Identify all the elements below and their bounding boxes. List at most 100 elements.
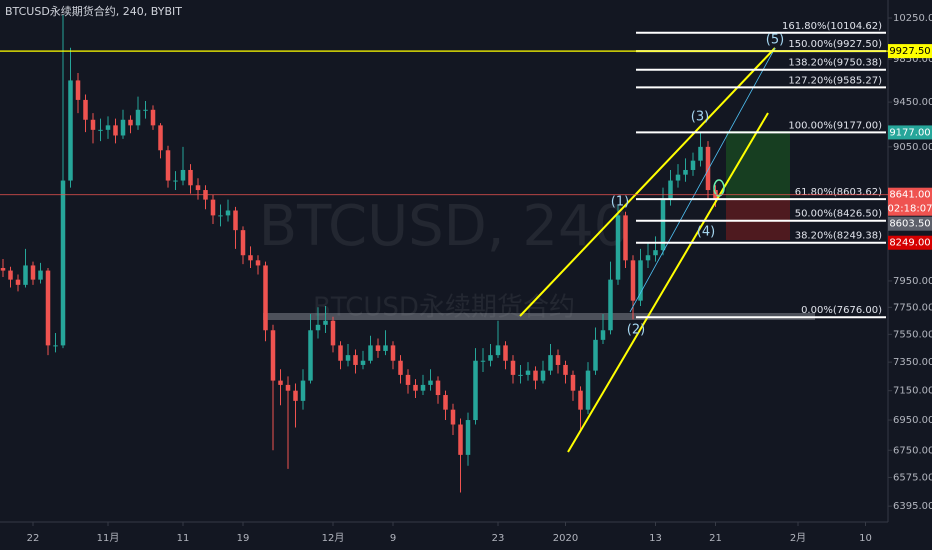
candle-body [68, 80, 73, 181]
y-tick-label: 9450.00 [893, 97, 932, 108]
candle-body [143, 109, 148, 111]
candle-body [300, 380, 306, 401]
price-axis [888, 0, 932, 550]
candle-body [120, 119, 126, 136]
candle-body [53, 345, 58, 347]
y-tick-label: 6575.00 [893, 472, 932, 483]
fib-label: 150.00%(9927.50) [788, 39, 882, 50]
candle-body [83, 99, 88, 120]
watermark-subtitle: BTCUSD永续期货合约 [313, 293, 575, 323]
candle-body [548, 355, 553, 371]
candle-body [75, 80, 81, 100]
candle-body [188, 169, 193, 186]
candle-body [240, 230, 246, 256]
candle-body [195, 185, 201, 191]
candle-body [503, 345, 508, 361]
candle-body [435, 380, 441, 396]
candle-body [375, 345, 381, 351]
candle-body [660, 199, 666, 251]
candle-body [690, 160, 696, 170]
price-label-bg [888, 216, 932, 231]
candle-body [165, 150, 171, 181]
candle-body [518, 374, 523, 376]
y-tick-label: 7350.00 [893, 357, 932, 368]
wave-marker [713, 179, 725, 197]
fib-label: 161.80%(10104.62) [782, 21, 882, 32]
candle-body [45, 270, 51, 346]
candle-body [128, 119, 133, 126]
price-label: 8603.50 [889, 219, 930, 230]
y-tick-label: 6750.00 [893, 445, 932, 456]
y-tick-label: 7750.00 [893, 302, 932, 313]
candle-body [60, 180, 66, 346]
x-tick-label: 11 [177, 533, 190, 544]
x-tick-label: 11月 [97, 532, 120, 544]
candle-body [173, 180, 178, 182]
wave-path [629, 47, 776, 313]
candle-body [278, 380, 283, 385]
candle-body [495, 345, 501, 356]
wave-label: (4) [697, 225, 715, 240]
candle-body [180, 169, 186, 181]
wave-label: (2) [627, 323, 645, 338]
x-tick-label: 2月 [790, 532, 806, 544]
candle-body [15, 279, 21, 285]
price-label-bg [888, 235, 932, 250]
fib-label: 127.20%(9585.27) [788, 75, 882, 86]
candle-body [608, 279, 613, 331]
candle-body [645, 255, 651, 261]
y-tick-label: 10250.00 [893, 13, 932, 24]
candle-body [105, 125, 111, 130]
candle-body [38, 270, 43, 280]
candle-body [405, 374, 411, 385]
candles [0, 14, 718, 493]
candle-body [615, 215, 621, 280]
price-label-bg [888, 187, 932, 216]
candle-body [630, 260, 636, 301]
candle-body [285, 384, 291, 391]
candle-body [353, 355, 358, 365]
candle-body [428, 380, 433, 385]
candle-body [90, 119, 96, 130]
candle-body [368, 345, 373, 361]
candle-body [308, 330, 313, 381]
candle-body [473, 360, 478, 421]
candle-body [510, 360, 516, 375]
wave-label: (3) [691, 110, 709, 125]
x-tick-label: 9 [390, 533, 396, 544]
time-axis [0, 522, 888, 550]
y-tick-label: 9850.00 [893, 54, 932, 65]
price-label: 8641.00 [889, 190, 930, 201]
x-tick-label: 22 [27, 533, 40, 544]
candle-body [270, 330, 276, 381]
x-tick-label: 21 [709, 533, 722, 544]
candle-body [255, 260, 261, 266]
candle-body [98, 129, 103, 131]
channel-upper [519, 47, 776, 317]
candle-body [578, 390, 583, 410]
candle-body [323, 320, 328, 325]
candle-body [533, 370, 538, 381]
y-tick-label: 6395.00 [893, 501, 932, 512]
candle-body [488, 355, 493, 361]
x-tick-label: 13 [649, 533, 662, 544]
fib-label: 61.80%(8603.62) [795, 187, 882, 198]
candle-body [653, 250, 658, 256]
x-tick-label: 10 [859, 533, 872, 544]
candle-body [585, 370, 591, 410]
wave-label: (1) [611, 195, 629, 210]
fib-label: 50.00%(8426.50) [795, 209, 882, 220]
fib-label: 0.00%(7676.00) [801, 305, 882, 316]
candle-body [638, 260, 643, 301]
candle-body [465, 420, 471, 455]
candle-body [525, 370, 531, 375]
candle-body [113, 125, 118, 136]
candle-body [480, 360, 486, 362]
x-tick-label: 2020 [553, 533, 578, 544]
y-tick-label: 7550.00 [893, 329, 932, 340]
candle-body [563, 364, 568, 375]
price-label: 9177.00 [889, 127, 930, 138]
wave-label: (5) [766, 33, 784, 48]
candle-body [158, 125, 163, 151]
candle-body [225, 210, 231, 216]
